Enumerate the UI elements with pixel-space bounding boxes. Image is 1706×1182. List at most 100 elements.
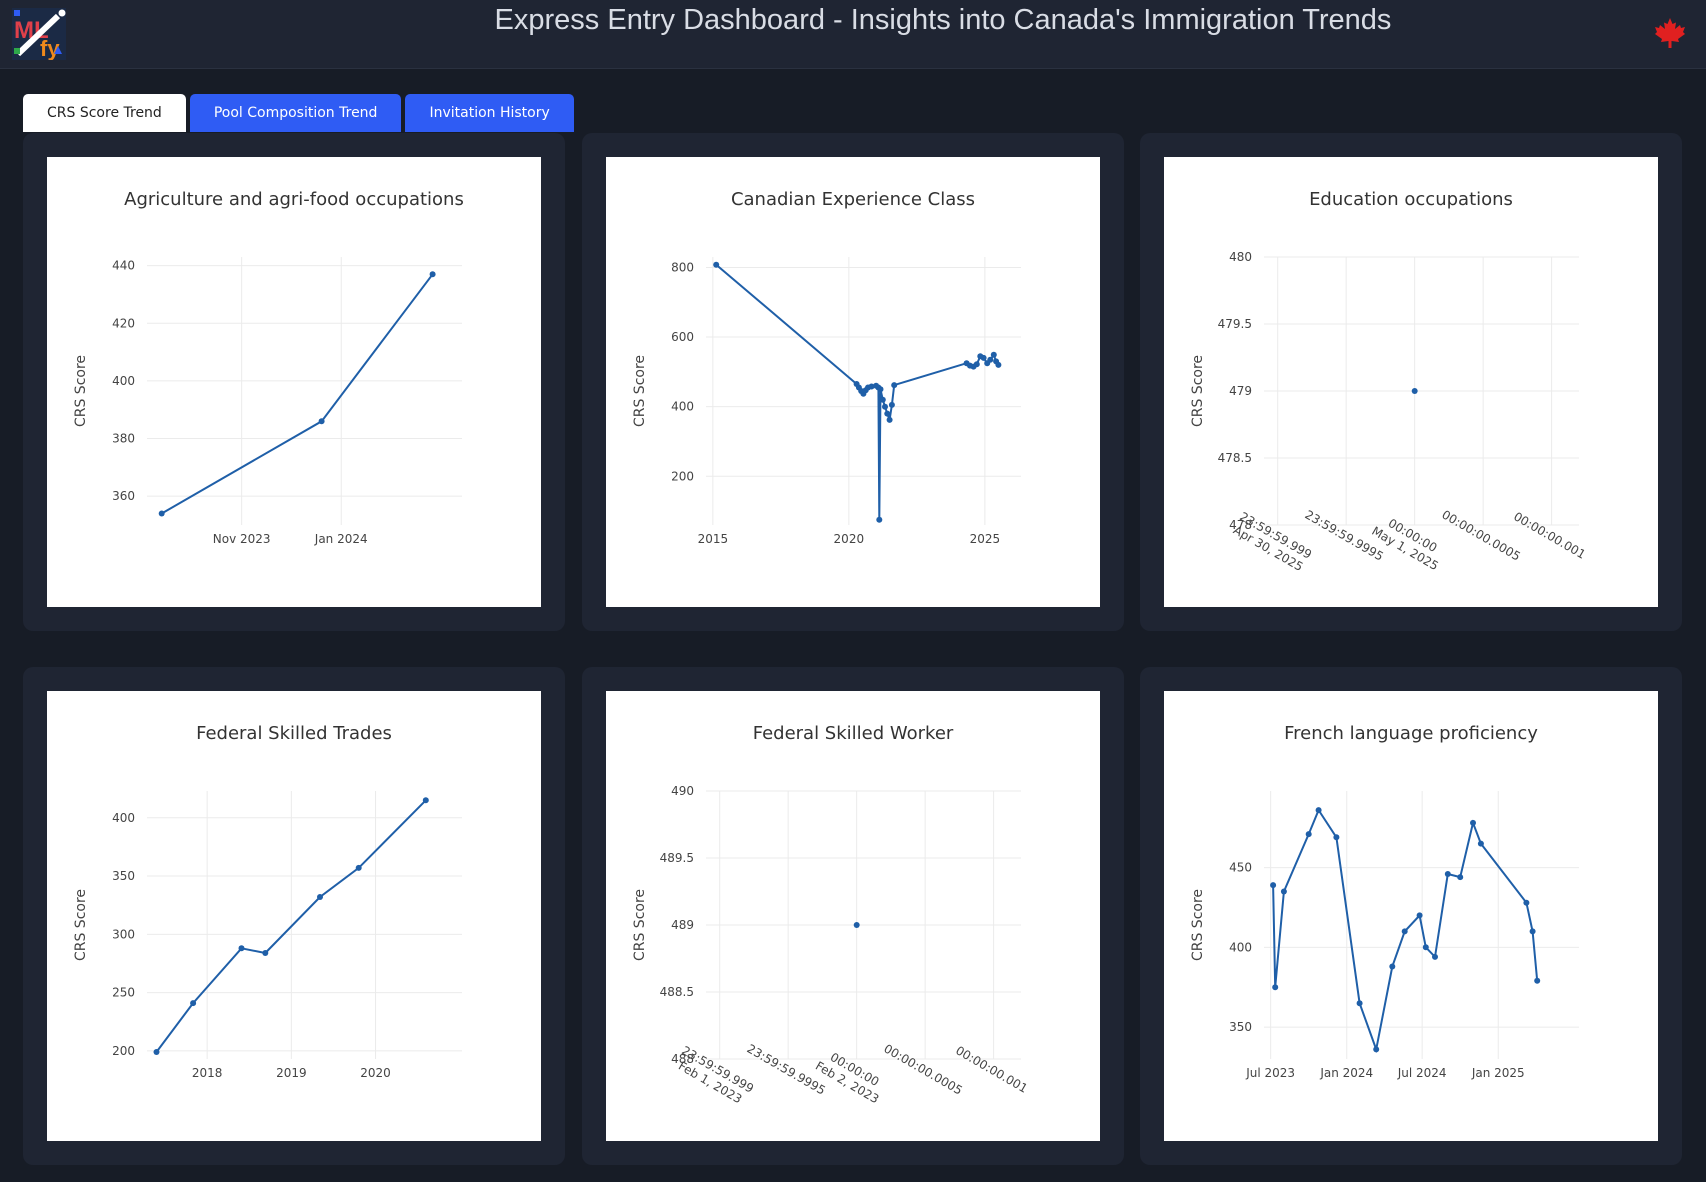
- data-point: [1315, 807, 1322, 814]
- data-point: [884, 410, 891, 417]
- y-axis-title: CRS Score: [73, 355, 89, 427]
- x-tick-label: Jul 2024: [1397, 1066, 1447, 1080]
- data-point: [990, 351, 997, 358]
- y-tick-label: 800: [671, 260, 694, 274]
- app-header: ML fy Express Entry Dashboard - Insights…: [0, 0, 1706, 69]
- data-point: [1534, 977, 1541, 984]
- y-tick-label: 488: [671, 1052, 694, 1066]
- data-point: [1272, 984, 1279, 991]
- maple-leaf-icon: [1654, 16, 1686, 50]
- x-tick-label: 2020: [834, 532, 865, 546]
- y-tick-label: 380: [112, 432, 135, 446]
- chart-card-agriculture: Agriculture and agri-food occupations 36…: [23, 133, 565, 631]
- y-tick-label: 420: [112, 316, 135, 330]
- y-tick-label: 489: [671, 918, 694, 932]
- y-tick-label: 450: [1229, 861, 1252, 875]
- tab-invitation-history[interactable]: Invitation History: [405, 94, 574, 132]
- data-point: [882, 403, 888, 410]
- y-tick-label: 490: [671, 784, 694, 798]
- chart-card-french-language: French language proficiency 350 400 450 Jul…: [1140, 667, 1682, 1165]
- mlfy-logo-icon[interactable]: ML fy: [12, 8, 66, 61]
- data-point: [713, 261, 720, 268]
- y-tick-label: 350: [1229, 1020, 1252, 1034]
- chart-title: Education occupations: [1309, 189, 1513, 210]
- chart-title: Agriculture and agri-food occupations: [124, 189, 464, 210]
- y-tick-label: 479: [1229, 384, 1252, 398]
- tab-bar: CRS Score Trend Pool Composition Trend I…: [23, 94, 574, 132]
- data-point: [868, 383, 875, 390]
- y-tick-label: 480: [1229, 250, 1252, 264]
- data-point: [1470, 819, 1476, 826]
- y-tick-label: 250: [112, 986, 135, 1000]
- line-chart-federal-skilled-trades[interactable]: 200 250 300 350 400 2018 2019 2020 CRS Score: [47, 691, 541, 1141]
- x-tick-label: 2015: [698, 532, 729, 546]
- y-tick-label: 400: [671, 400, 694, 414]
- data-point: [1280, 888, 1287, 895]
- data-point: [318, 418, 325, 425]
- data-point: [1523, 899, 1530, 906]
- data-point: [1422, 944, 1429, 951]
- chart-panel: Federal Skilled Trades 200 250 300 350 400 20…: [47, 691, 541, 1141]
- line-chart-canadian-experience[interactable]: 200 400 600 800 2015 2020 2025 CRS Score: [606, 157, 1100, 607]
- data-point: [1477, 840, 1484, 847]
- x-tick-label: 2018: [192, 1066, 223, 1080]
- data-point: [238, 945, 245, 952]
- x-tick-label: 2019: [276, 1066, 307, 1080]
- x-tick-label-group: 00:00:00.001: [953, 1043, 1030, 1095]
- data-point: [158, 510, 165, 517]
- x-tick-label-group: 00:00:00.0005: [1439, 507, 1522, 563]
- x-tick-label: 00:00:00.0005: [1439, 507, 1522, 563]
- data-point: [1432, 953, 1438, 960]
- chart-panel: Federal Skilled Worker 488 488.5 489 489.5 4…: [606, 691, 1100, 1141]
- data-point: [1389, 963, 1396, 970]
- x-tick-label-group: 00:00:00.0005: [881, 1041, 964, 1097]
- data-point: [422, 797, 429, 804]
- page-title: Express Entry Dashboard - Insights into …: [494, 4, 1392, 36]
- y-tick-label: 479.5: [1218, 317, 1252, 331]
- x-tick-label: 00:00:00.001: [1511, 509, 1588, 561]
- data-point: [355, 864, 362, 871]
- data-point: [1457, 874, 1464, 881]
- y-tick-label: 200: [671, 469, 694, 483]
- data-point: [317, 894, 323, 900]
- line-chart-agriculture[interactable]: 360 380 400 420 440 Nov 2023 Jan 2024 CRS Score: [47, 157, 541, 607]
- x-tick-label: 00:00:00.001: [953, 1043, 1030, 1095]
- svg-text:fy: fy: [40, 36, 60, 60]
- y-tick-label: 478.5: [1218, 451, 1252, 465]
- y-tick-label: 600: [671, 330, 694, 344]
- data-point: [153, 1049, 160, 1055]
- y-axis-title: CRS Score: [632, 889, 648, 961]
- line-chart-french-language[interactable]: 350 400 450 Jul 2023 Jan 2024 Jul 2024 Jan 202…: [1164, 691, 1658, 1141]
- data-point: [995, 361, 1002, 368]
- y-tick-label: 400: [112, 811, 135, 825]
- chart-title: French language proficiency: [1284, 723, 1538, 744]
- data-point: [888, 401, 895, 408]
- x-tick-label: Nov 2023: [213, 532, 271, 546]
- data-point: [1356, 1000, 1363, 1007]
- data-point: [1333, 834, 1340, 841]
- data-point: [1270, 882, 1277, 889]
- data-point: [1373, 1046, 1380, 1053]
- x-tick-label-group: 00:00:00.001: [1511, 509, 1588, 561]
- chart-title: Canadian Experience Class: [730, 189, 976, 210]
- y-tick-label: 478: [1229, 518, 1252, 532]
- data-point: [879, 396, 886, 403]
- chart-panel: Agriculture and agri-food occupations 36…: [47, 157, 541, 607]
- y-tick-label: 488.5: [660, 985, 694, 999]
- data-point: [853, 922, 860, 928]
- chart-panel: Canadian Experience Class 200 400 600 800 20…: [606, 157, 1100, 607]
- y-tick-label: 360: [112, 489, 135, 503]
- data-point: [1416, 912, 1423, 919]
- chart-panel: French language proficiency 350 400 450 Jul…: [1164, 691, 1658, 1141]
- tab-crs-score-trend[interactable]: CRS Score Trend: [23, 94, 186, 132]
- series-line: [715, 263, 1000, 520]
- chart-card-federal-skilled-worker: Federal Skilled Worker 488 488.5 489 489.5 4…: [582, 667, 1124, 1165]
- x-tick-label: 2020: [360, 1066, 391, 1080]
- tab-pool-composition-trend[interactable]: Pool Composition Trend: [189, 94, 402, 132]
- y-axis-title: CRS Score: [73, 889, 89, 961]
